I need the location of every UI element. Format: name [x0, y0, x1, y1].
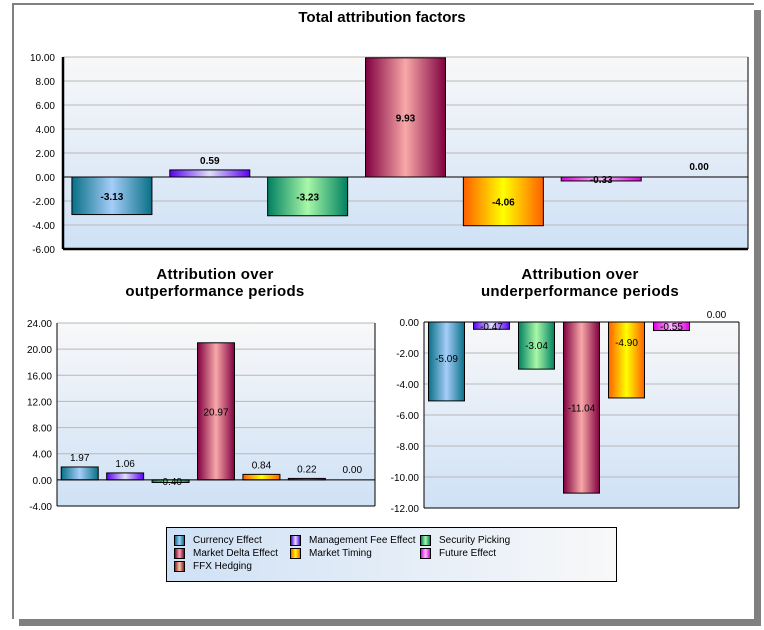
- chart-title-underperformance: Attribution over underperformance period…: [480, 266, 680, 300]
- y-tick-label: 2.00: [36, 149, 56, 160]
- y-tick-label: 16.00: [27, 371, 52, 382]
- legend-swatch: [174, 561, 185, 572]
- y-tick-label: -8.00: [396, 442, 419, 453]
- bar-currency-effect: [60, 466, 99, 481]
- y-tick-label: -4.00: [396, 380, 419, 391]
- bar-market-timing: [462, 176, 544, 227]
- bar-future-effect: [653, 321, 690, 332]
- legend-label: Currency Effect: [193, 535, 262, 546]
- y-tick-label: 0.00: [400, 318, 420, 329]
- legend-swatch: [420, 535, 431, 546]
- legend-swatch: [174, 548, 185, 559]
- data-label: -0.55: [660, 322, 683, 333]
- legend-swatch: [420, 548, 431, 559]
- data-label: 0.00: [689, 162, 709, 173]
- data-label: -3.23: [296, 192, 319, 203]
- data-label: 0.84: [252, 460, 272, 471]
- data-label: -4.06: [492, 197, 515, 208]
- legend-label: FFX Hedging: [193, 561, 252, 572]
- data-label: -5.09: [435, 354, 458, 365]
- y-tick-label: -4.00: [32, 221, 55, 232]
- legend-item-market-delta-effect: Market Delta Effect: [174, 547, 278, 560]
- y-tick-label: 20.00: [27, 345, 52, 356]
- y-tick-label: 0.00: [36, 173, 56, 184]
- data-label: -0.33: [590, 175, 613, 186]
- data-label: -3.13: [101, 192, 124, 203]
- data-label: -3.04: [525, 341, 548, 352]
- legend-swatch: [290, 535, 301, 546]
- data-label: 1.97: [70, 453, 90, 464]
- bar-market-delta-effect: [563, 321, 600, 494]
- bar-security-picking: [267, 176, 349, 217]
- y-tick-label: -2.00: [396, 349, 419, 360]
- y-tick-label: -6.00: [396, 411, 419, 422]
- legend-item-ffx-hedging: FFX Hedging: [174, 560, 252, 573]
- legend-label: Security Picking: [439, 535, 511, 546]
- legend-label: Market Timing: [309, 548, 372, 559]
- legend-item-security-picking: Security Picking: [420, 534, 510, 547]
- bar-management-fee-effect: [473, 321, 510, 330]
- data-label: 0.59: [200, 156, 220, 167]
- legend-item-future-effect: Future Effect: [420, 547, 496, 560]
- data-label: 9.93: [396, 113, 416, 124]
- y-tick-label: -6.00: [32, 245, 55, 256]
- bar-security-picking: [518, 321, 555, 370]
- y-tick-label: 0.00: [33, 476, 53, 487]
- y-tick-label: -4.00: [29, 502, 52, 513]
- y-tick-label: 4.00: [36, 125, 56, 136]
- y-tick-label: 10.00: [30, 53, 55, 64]
- chart-title-outperformance: Attribution over outperformance periods: [125, 266, 305, 300]
- y-tick-label: 4.00: [33, 450, 53, 461]
- chart-outperformance: 24.00 20.00 16.00 12.00 8.00 4.00 0.00 -4.00 1.9…: [27, 319, 376, 513]
- legend-swatch: [174, 535, 185, 546]
- y-tick-label: 12.00: [27, 397, 52, 408]
- legend-item-market-timing: Market Timing: [290, 547, 372, 560]
- y-tick-label: -2.00: [32, 197, 55, 208]
- data-label: 0.00: [707, 310, 727, 321]
- y-tick-label: 24.00: [27, 319, 52, 330]
- chart-title-total: Total attribution factors: [298, 9, 466, 26]
- data-label: 20.97: [203, 407, 228, 418]
- bar-market-timing: [242, 473, 281, 481]
- data-label: 1.06: [115, 459, 135, 470]
- data-label: 0.22: [297, 464, 317, 475]
- legend: Currency Effect Management Fee Effect Secu…: [166, 527, 617, 582]
- bar-market-delta-effect: [197, 342, 235, 481]
- chart-total: 10.00 8.00 6.00 4.00 2.00 0.00 -2.00 -4.00 -6.00…: [30, 53, 749, 256]
- data-label: -0.40: [159, 477, 182, 488]
- y-tick-label: -12.00: [391, 504, 420, 515]
- bar-currency-effect: [428, 321, 465, 402]
- y-tick-label: 6.00: [36, 101, 56, 112]
- y-tick-label: 8.00: [36, 77, 56, 88]
- bar-management-fee-effect: [106, 472, 145, 481]
- legend-item-management-fee-effect: Management Fee Effect: [290, 534, 416, 547]
- data-label: -0.47: [480, 322, 503, 333]
- y-tick-label: -10.00: [391, 473, 420, 484]
- legend-label: Market Delta Effect: [193, 548, 278, 559]
- data-label: -4.90: [615, 338, 638, 349]
- data-label: 0.00: [343, 465, 363, 476]
- legend-swatch: [290, 548, 301, 559]
- data-label: -11.04: [568, 404, 596, 415]
- legend-label: Future Effect: [439, 548, 497, 559]
- legend-item-currency-effect: Currency Effect: [174, 534, 262, 547]
- bar-market-delta-effect: [365, 57, 446, 178]
- bar-management-fee-effect: [169, 169, 251, 178]
- chart-underperformance: 0.00 -2.00 -4.00 -6.00 -8.00 -10.00 -12.00 -5.0…: [391, 310, 740, 515]
- y-tick-label: 8.00: [33, 424, 53, 435]
- bar-market-timing: [608, 321, 645, 399]
- legend-label: Management Fee Effect: [309, 535, 416, 546]
